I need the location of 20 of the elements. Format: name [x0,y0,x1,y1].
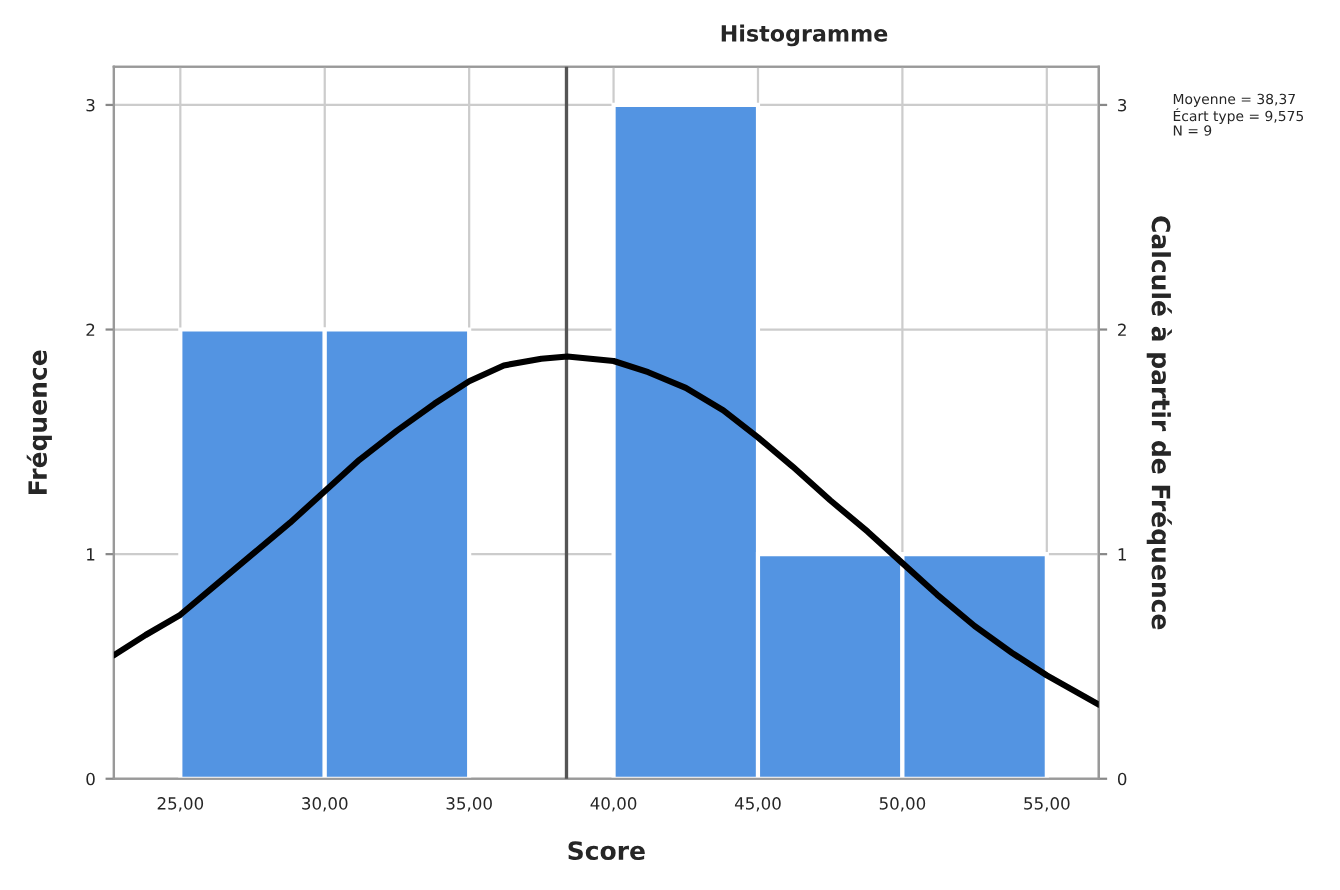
x-axis-title: Score [568,841,645,861]
x-tick-label: 35,00 [446,797,492,812]
y2-tick-label: 0 [1117,772,1127,786]
x-tick-label: 25,00 [157,797,204,812]
x-tick-label: 45,00 [734,797,781,812]
y2-tick-label: 1 [1118,548,1126,561]
x-tick-label: 50,00 [879,797,926,812]
chart-title: Histogramme [721,24,888,47]
y-tick-label: 1 [87,548,95,561]
line-series [113,353,1099,708]
x-tick-label: 40,00 [590,797,637,812]
y-tick-label: 2 [86,323,95,336]
y-axis-title: Fréquence [26,350,52,494]
y-tick-label: 0 [86,772,95,786]
x-tick-label: 55,00 [1024,797,1070,812]
y2-tick-label: 3 [1118,98,1127,112]
x-tick-label: 30,00 [302,797,348,812]
y-tick-label: 3 [86,98,95,112]
y2-axis-title: Calculé à partir de Fréquence [1146,216,1172,630]
y2-tick-label: 2 [1118,323,1126,336]
